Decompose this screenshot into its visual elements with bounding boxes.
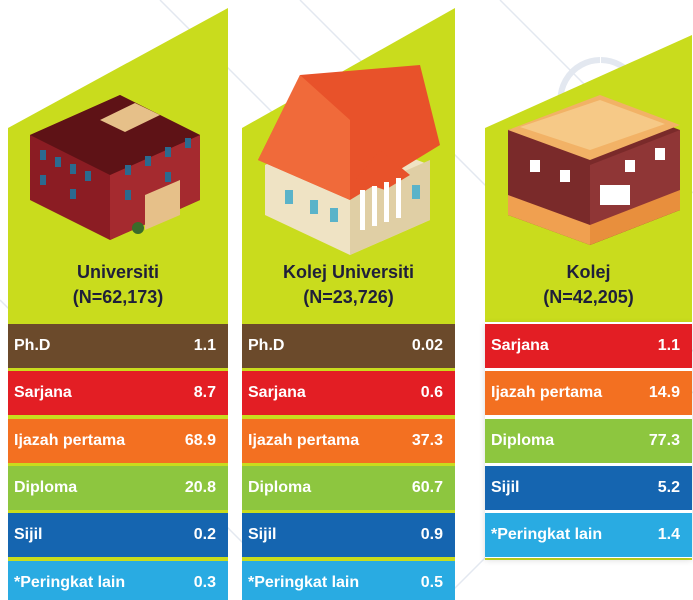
row-value: 60.7 — [412, 479, 443, 497]
row-value: 1.1 — [194, 337, 216, 355]
row-label: Sarjana — [491, 337, 549, 355]
page: Universiti (N=62,173) Ph.D 1.1 Sarjana 8.7 Ija… — [0, 0, 693, 600]
row: Ph.D 0.02 — [242, 324, 455, 368]
row: Sarjana 1.1 — [485, 324, 692, 368]
row-label: Diploma — [248, 479, 311, 497]
row-value: 0.6 — [421, 384, 443, 402]
row: Sarjana 8.7 — [8, 371, 228, 415]
column-title: Kolej Universiti — [242, 262, 455, 283]
row: Sijil 5.2 — [485, 466, 692, 510]
row: Sijil 0.2 — [8, 513, 228, 557]
row-value: 0.2 — [194, 526, 216, 544]
column-title: Universiti — [8, 262, 228, 283]
row-label: Sijil — [14, 526, 42, 544]
row-value: 68.9 — [185, 432, 216, 450]
row-label: *Peringkat lain — [248, 574, 359, 592]
row-value: 0.02 — [412, 337, 443, 355]
row-label: Sarjana — [14, 384, 72, 402]
row: Ijazah pertama 14.9 — [485, 371, 692, 415]
row-value: 77.3 — [649, 432, 680, 450]
column-count: (N=23,726) — [242, 287, 455, 308]
row-value: 8.7 — [194, 384, 216, 402]
row-value: 0.5 — [421, 574, 443, 592]
row-label: Diploma — [14, 479, 77, 497]
row-label: Ph.D — [14, 337, 50, 355]
row-label: Sarjana — [248, 384, 306, 402]
row: *Peringkat lain 1.4 — [485, 513, 692, 557]
row-label: Diploma — [491, 432, 554, 450]
row: Ph.D 1.1 — [8, 324, 228, 368]
row-label: Sijil — [491, 479, 519, 497]
row: *Peringkat lain 0.3 — [8, 561, 228, 600]
column-count: (N=62,173) — [8, 287, 228, 308]
row-value: 1.4 — [658, 526, 680, 544]
row-label: Ph.D — [248, 337, 284, 355]
row-label: Ijazah pertama — [491, 384, 602, 402]
row: Diploma 20.8 — [8, 466, 228, 510]
row: Sijil 0.9 — [242, 513, 455, 557]
row: Diploma 60.7 — [242, 466, 455, 510]
row-label: Ijazah pertama — [248, 432, 359, 450]
row-value: 5.2 — [658, 479, 680, 497]
row-value: 0.3 — [194, 574, 216, 592]
column-title: Kolej — [485, 262, 692, 283]
row-label: Sijil — [248, 526, 276, 544]
row-value: 0.9 — [421, 526, 443, 544]
row-value: 37.3 — [412, 432, 443, 450]
row: Sarjana 0.6 — [242, 371, 455, 415]
row-label: Ijazah pertama — [14, 432, 125, 450]
row-label: *Peringkat lain — [14, 574, 125, 592]
row-value: 1.1 — [658, 337, 680, 355]
row: *Peringkat lain 0.5 — [242, 561, 455, 600]
row: Diploma 77.3 — [485, 419, 692, 463]
row-value: 14.9 — [649, 384, 680, 402]
row-label: *Peringkat lain — [491, 526, 602, 544]
row: Ijazah pertama 68.9 — [8, 419, 228, 463]
row: Ijazah pertama 37.3 — [242, 419, 455, 463]
column-count: (N=42,205) — [485, 287, 692, 308]
row-value: 20.8 — [185, 479, 216, 497]
